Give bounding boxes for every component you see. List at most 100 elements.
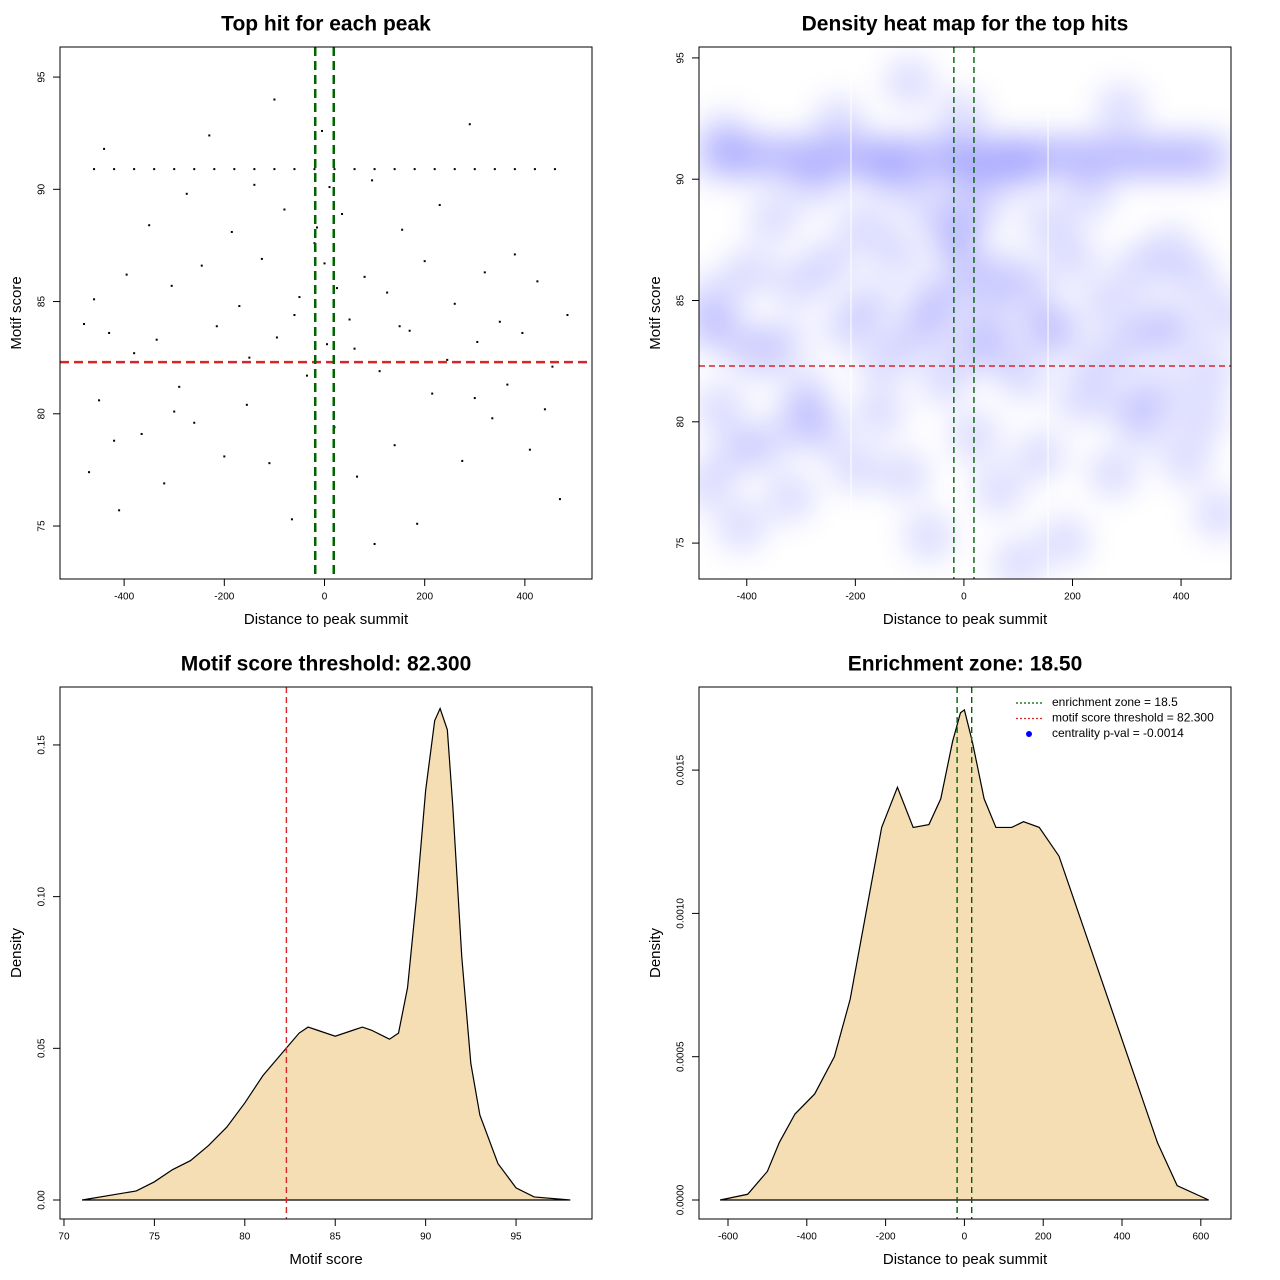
point xyxy=(551,365,554,368)
point xyxy=(133,168,136,171)
point xyxy=(453,168,456,171)
density-blob xyxy=(1095,82,1148,135)
point xyxy=(536,280,539,283)
point xyxy=(298,296,301,299)
point xyxy=(313,168,316,171)
density-blob xyxy=(929,194,982,247)
point xyxy=(468,123,471,126)
x-tick-label: 400 xyxy=(1173,592,1190,603)
point xyxy=(373,168,376,171)
point xyxy=(363,275,366,278)
point xyxy=(438,204,441,207)
point xyxy=(268,462,271,465)
density-blob xyxy=(1168,252,1221,305)
x-tick-label: 400 xyxy=(517,592,534,603)
point xyxy=(315,226,318,229)
density-blob xyxy=(992,536,1045,579)
point xyxy=(185,192,188,195)
point xyxy=(423,260,426,263)
y-tick-label: 0.05 xyxy=(37,1038,48,1058)
plot-area xyxy=(60,47,592,579)
x-tick-label: 70 xyxy=(58,1232,70,1243)
density-blob xyxy=(948,410,1001,463)
x-tick-label: -200 xyxy=(845,592,865,603)
point xyxy=(273,98,276,101)
point xyxy=(521,331,524,334)
point xyxy=(140,432,143,435)
point xyxy=(378,370,381,373)
density-blob xyxy=(1152,308,1205,361)
legend-label: enrichment zone = 18.5 xyxy=(1052,695,1178,709)
density-blob xyxy=(970,325,1023,378)
y-tick-label: 90 xyxy=(37,183,48,195)
density-blob xyxy=(1046,230,1099,283)
chart-title: Top hit for each peak xyxy=(221,13,431,36)
density-blob xyxy=(1160,434,1213,487)
density-blob xyxy=(905,289,958,342)
point xyxy=(566,314,569,317)
point xyxy=(348,318,351,321)
point xyxy=(125,273,128,276)
point xyxy=(393,168,396,171)
density-blob xyxy=(1184,344,1231,397)
y-tick-label: 0.15 xyxy=(37,735,48,755)
point xyxy=(328,186,331,189)
density-blob xyxy=(715,500,768,553)
point xyxy=(83,322,86,325)
y-axis-label: Density xyxy=(647,927,664,978)
y-tick-label: 0.0015 xyxy=(676,754,687,785)
point xyxy=(353,347,356,350)
point xyxy=(506,383,509,386)
density-blob xyxy=(747,192,800,245)
point xyxy=(326,343,329,346)
point xyxy=(371,179,374,182)
point xyxy=(148,224,151,227)
plot-frame xyxy=(698,686,1232,1220)
point xyxy=(93,168,96,171)
plot-area xyxy=(81,687,571,1219)
x-tick-label: -200 xyxy=(214,592,234,603)
point xyxy=(253,168,256,171)
x-axis-label: Distance to peak summit xyxy=(883,611,1048,628)
density-blob xyxy=(845,279,898,332)
x-tick-label: 200 xyxy=(416,592,433,603)
point xyxy=(320,129,323,132)
point xyxy=(215,325,218,328)
panel: Motif score threshold: 82.300 Motif score… xyxy=(8,653,593,1268)
point xyxy=(356,475,359,478)
panel: Top hit for each peak Distance to peak su… xyxy=(8,13,593,628)
x-tick-label: 0 xyxy=(322,592,328,603)
legend-label: centrality p-val = -0.0014 xyxy=(1052,726,1184,740)
point xyxy=(491,417,494,420)
point xyxy=(293,168,296,171)
x-axis-label: Distance to peak summit xyxy=(244,611,409,628)
panel: Density heat map for the top hits Distanc… xyxy=(647,13,1232,628)
density-blob xyxy=(1187,131,1231,184)
density-blob xyxy=(1038,514,1091,567)
point xyxy=(513,253,516,256)
point xyxy=(473,168,476,171)
y-tick-label: 75 xyxy=(676,537,687,549)
point xyxy=(416,522,419,525)
density-blob xyxy=(1087,446,1140,499)
density-curve xyxy=(719,708,1209,1201)
density-blob xyxy=(853,386,906,439)
density-blob xyxy=(1013,429,1066,482)
y-tick-label: 0.0005 xyxy=(676,1041,687,1072)
point xyxy=(163,482,166,485)
density-blob xyxy=(973,463,1026,516)
point xyxy=(238,305,241,308)
y-tick-label: 75 xyxy=(37,520,48,532)
density-blob xyxy=(1176,390,1229,443)
point xyxy=(413,168,416,171)
density-blob xyxy=(1100,378,1153,431)
point xyxy=(153,168,156,171)
x-tick-label: 400 xyxy=(1114,1232,1131,1243)
x-tick-label: -400 xyxy=(737,592,757,603)
point xyxy=(88,471,91,474)
point xyxy=(433,168,436,171)
x-tick-label: 75 xyxy=(149,1232,161,1243)
density-blob xyxy=(699,381,746,434)
point xyxy=(155,338,158,341)
